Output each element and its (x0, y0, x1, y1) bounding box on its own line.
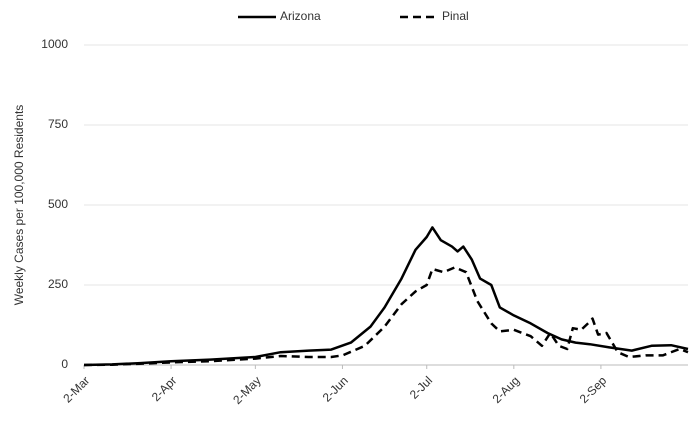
y-tick-label: 250 (48, 277, 68, 291)
x-tick-label: 2-Mar (60, 373, 92, 405)
x-tick-label: 2-Apr (149, 373, 180, 404)
series-line (83, 266, 689, 367)
series-line (83, 226, 689, 367)
legend-label: Arizona (280, 9, 321, 23)
y-tick-label: 750 (48, 117, 68, 131)
y-tick-label: 1000 (41, 37, 68, 51)
y-tick-label: 0 (61, 357, 68, 371)
y-axis-label: Weekly Cases per 100,000 Residents (12, 105, 26, 306)
x-tick-label: 2-Aug (490, 373, 523, 406)
x-tick-label: 2-May (230, 373, 263, 406)
legend-label: Pinal (442, 9, 469, 23)
y-tick-label: 500 (48, 197, 68, 211)
x-tick-label: 2-Jul (407, 373, 435, 401)
x-tick-label: 2-Jun (320, 373, 351, 404)
x-tick-label: 2-Sep (577, 373, 610, 406)
